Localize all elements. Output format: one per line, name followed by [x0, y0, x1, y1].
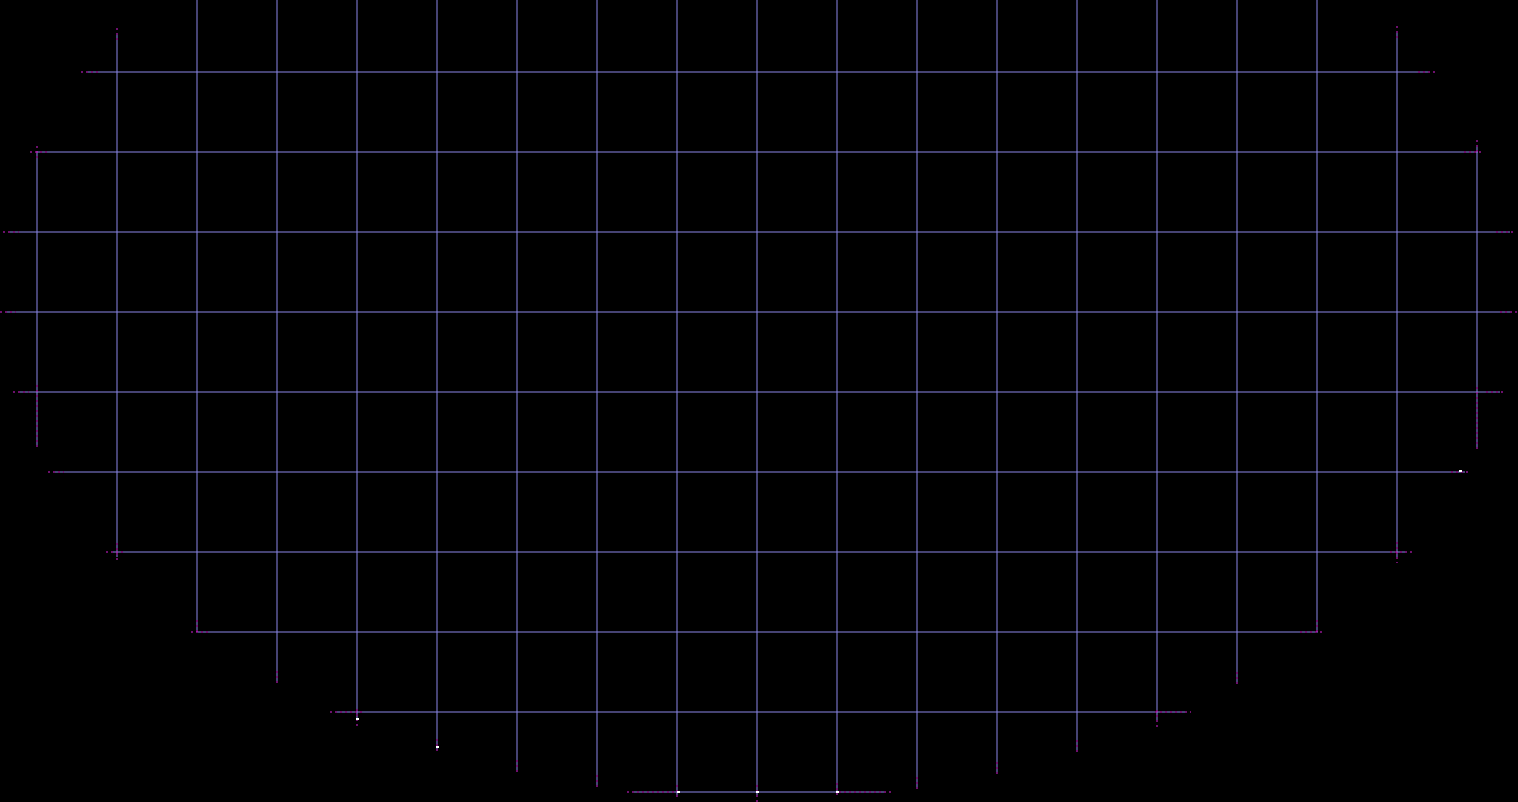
- artifact-speck: [756, 791, 759, 793]
- artifact-speck: [836, 791, 839, 793]
- artifact-speck: [1459, 470, 1462, 472]
- artifact-speck: [436, 746, 439, 748]
- artifact-speck: [356, 718, 359, 720]
- artifact-speck: [677, 791, 680, 793]
